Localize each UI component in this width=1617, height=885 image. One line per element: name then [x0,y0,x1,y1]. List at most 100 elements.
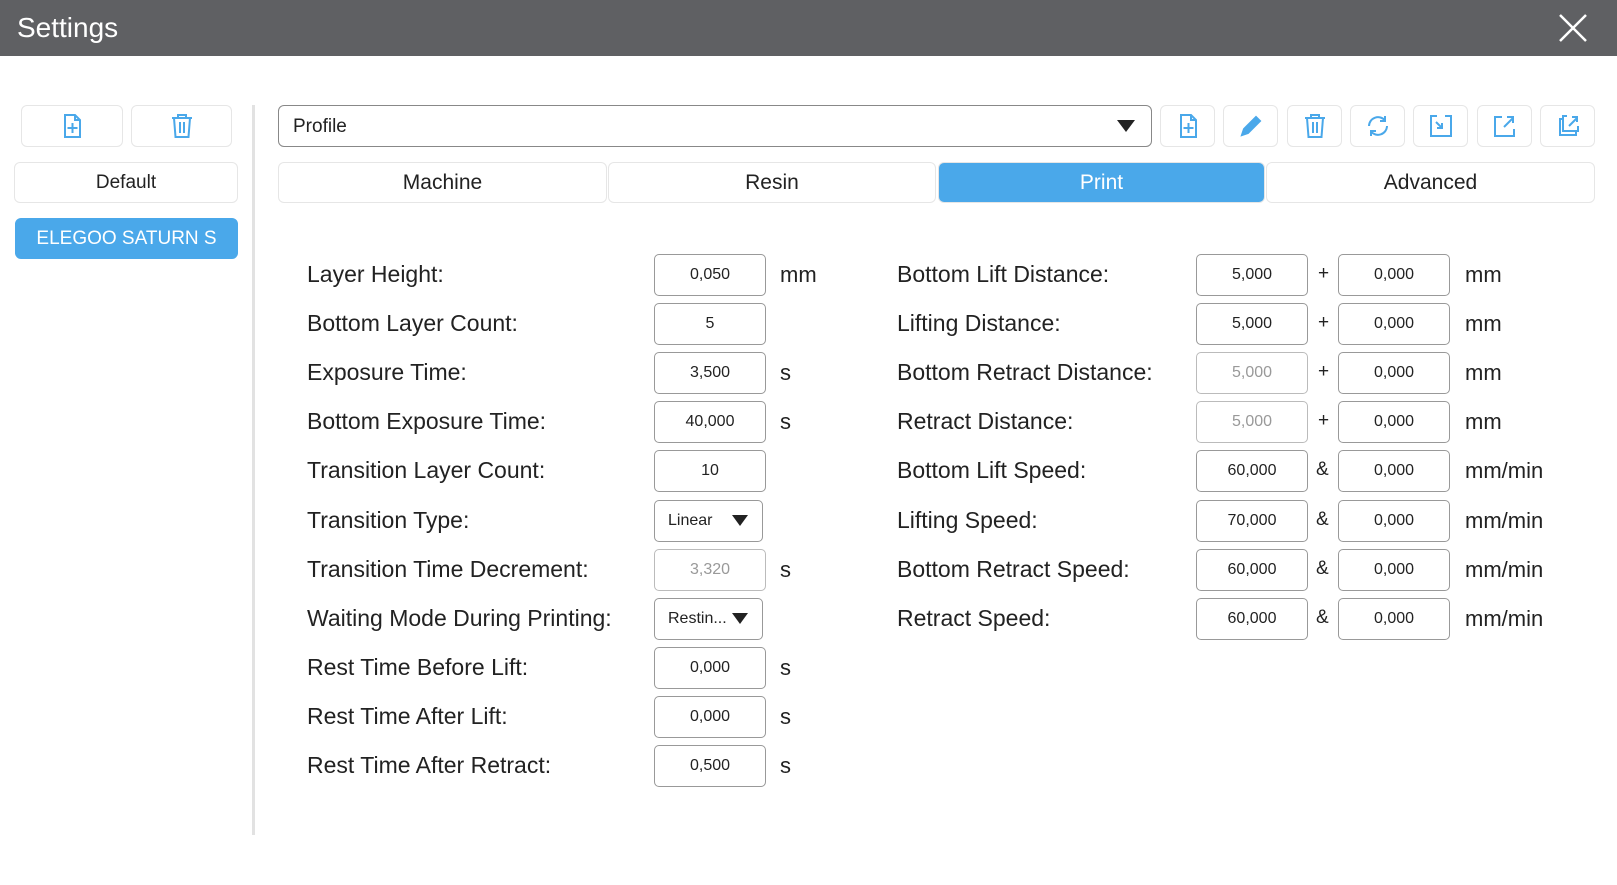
field-value: 3,500 [689,364,731,382]
dropdown-arrow-icon [732,514,748,526]
field-input-secondary[interactable]: 0,000 [1338,499,1450,542]
field-input[interactable]: 0,050 [654,254,766,296]
refresh-profile-button[interactable] [1350,105,1405,147]
field-input-secondary[interactable]: 0,000 [1338,254,1450,296]
field-unit: mm [1465,360,1502,386]
export-all-icon [1558,115,1579,136]
field-label: Rest Time Before Lift: [307,653,529,680]
field-unit: mm [1465,262,1502,287]
close-icon[interactable] [1557,12,1589,44]
field-operator: & [1316,459,1329,481]
field-dropdown[interactable]: Restin... [654,597,763,640]
field-label: Bottom Retract Speed: [897,555,1130,582]
export-all-button[interactable] [1540,105,1595,147]
field-input[interactable]: 40,000 [654,401,766,444]
field-unit: s [780,360,791,386]
edit-profile-button[interactable] [1223,105,1278,147]
trash-icon [171,114,192,138]
field-input-secondary[interactable]: 0,000 [1338,401,1450,444]
sidebar-item-elegoo-saturn-s[interactable]: ELEGOO SATURN S [15,218,238,259]
field-unit: s [780,753,791,778]
field-input-primary[interactable]: 60,000 [1196,450,1308,493]
field-value: 0,500 [689,757,731,774]
field-unit: mm/min [1465,507,1544,533]
field-input-secondary[interactable]: 0,000 [1338,303,1450,346]
field-value: 0,000 [689,707,731,725]
field-label: Lifting Speed: [897,506,1038,533]
field-input-secondary[interactable]: 0,000 [1338,548,1450,591]
field-value: Restin... [668,609,727,627]
field-input-secondary[interactable]: 0,000 [1338,597,1450,640]
window-title: Settings [17,12,119,43]
field-operator: + [1318,263,1330,284]
field-value: 0,000 [689,658,731,676]
field-label: Layer Height: [307,261,444,287]
field-unit: s [780,654,791,680]
field-operator: & [1316,557,1329,579]
import-icon [1429,115,1452,137]
field-operator: + [1318,361,1330,383]
import-profile-button[interactable] [1413,105,1468,147]
field-operator: + [1318,312,1330,334]
tab-print[interactable]: Print [938,162,1265,203]
trash-icon [1304,114,1325,138]
field-input[interactable]: 0,000 [654,646,766,689]
field-unit: mm/min [1465,556,1544,582]
field-label: Transition Type: [307,506,470,533]
field-input[interactable]: 0,000 [654,695,766,738]
field-value: 0,050 [689,266,731,283]
tab-machine[interactable]: Machine [278,162,607,203]
field-input-primary[interactable]: 60,000 [1196,597,1308,640]
field-label: Bottom Lift Speed: [897,457,1087,484]
add-machine-button[interactable] [21,105,123,147]
field-label: Waiting Mode During Printing: [307,604,612,631]
field-label: Bottom Layer Count: [307,310,518,337]
field-label: Retract Speed: [897,604,1051,631]
field-input[interactable]: 10 [654,450,766,493]
field-label: Bottom Lift Distance: [897,261,1110,287]
field-value: 10 [701,462,719,480]
field-unit: mm/min [1465,458,1544,484]
field-value: 40,000 [685,413,735,431]
field-value: 5 [705,315,715,333]
title-bar: Settings [0,0,1617,56]
field-label: Rest Time After Retract: [307,752,552,778]
field-unit: s [780,409,791,435]
sidebar-item-default[interactable]: Default [14,162,238,203]
field-input[interactable]: 3,320 [654,548,766,591]
pencil-icon [1239,115,1261,137]
field-input[interactable]: 5 [654,303,766,346]
field-input[interactable]: 0,500 [654,745,766,787]
tab-resin[interactable]: Resin [608,162,936,203]
delete-profile-button[interactable] [1287,105,1342,147]
new-file-icon [1179,114,1197,138]
field-unit: mm [1465,311,1502,337]
field-input-primary[interactable]: 5,000 [1196,254,1308,296]
field-label: Transition Time Decrement: [307,555,589,582]
field-operator: & [1316,606,1329,628]
export-icon [1493,116,1515,137]
refresh-icon [1367,116,1388,136]
divider[interactable] [252,105,255,835]
field-label: Rest Time After Lift: [307,702,508,729]
field-dropdown[interactable]: Linear [654,499,763,542]
field-input-primary[interactable]: 60,000 [1196,548,1308,591]
field-input-primary[interactable]: 5,000 [1196,401,1308,444]
field-label: Lifting Distance: [897,310,1061,337]
field-input-primary[interactable]: 5,000 [1196,352,1308,395]
field-label: Transition Layer Count: [307,457,546,484]
field-input-primary[interactable]: 5,000 [1196,303,1308,346]
field-operator: + [1318,410,1330,432]
field-input-secondary[interactable]: 0,000 [1338,352,1450,395]
new-profile-button[interactable] [1160,105,1215,147]
profile-dropdown[interactable]: Profile [278,105,1152,147]
field-unit: mm/min [1465,605,1544,631]
field-input-primary[interactable]: 70,000 [1196,499,1308,542]
field-input[interactable]: 3,500 [654,352,766,395]
export-profile-button[interactable] [1477,105,1532,147]
tab-advanced[interactable]: Advanced [1266,162,1595,203]
field-input-secondary[interactable]: 0,000 [1338,450,1450,493]
delete-machine-button[interactable] [131,105,232,147]
field-unit: s [780,703,791,729]
field-unit: mm [1465,409,1502,435]
